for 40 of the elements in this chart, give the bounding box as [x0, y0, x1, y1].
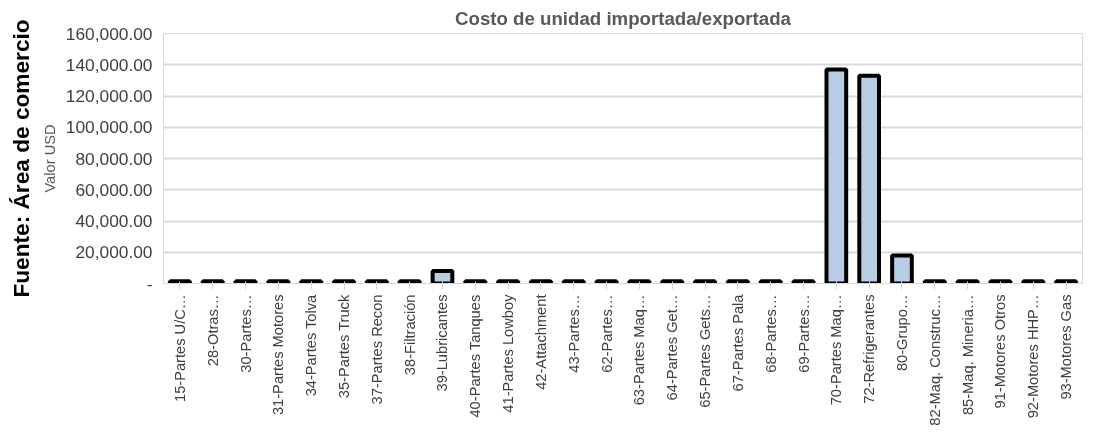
y-tick-label: -	[146, 273, 153, 294]
source-note: Fuente: Área de comercio	[7, 19, 34, 298]
x-tick-label: 28-Otras…	[204, 294, 221, 367]
x-tick-label: 40-Partes Tanques	[467, 294, 484, 418]
x-tick-label: 72-Refrigerantes	[861, 294, 878, 404]
x-tick-label: 67-Partes Pala	[729, 293, 746, 392]
y-tick-label: 80,000.00	[75, 148, 153, 169]
x-tick-label: 91-Motores Otros	[992, 294, 1009, 409]
x-tick-label: 34-Partes Tolva	[303, 293, 320, 397]
y-tick-label: 40,000.00	[75, 211, 153, 231]
x-tick-label: 15-Partes U/C…	[171, 294, 188, 403]
x-tick-label: 70-Partes Maq…	[828, 294, 845, 406]
x-tick-label: 82-Maq. Construc…	[926, 294, 943, 426]
x-tick-label: 92-Motores HHP…	[1025, 294, 1042, 419]
x-tick-label: 62-Partes…	[598, 294, 615, 373]
x-tick-label: 41-Partes Lowboy	[500, 293, 517, 413]
x-tick-label: 93-Motores Gas	[1058, 294, 1075, 400]
x-tick-label: 31-Partes Motores	[270, 294, 287, 416]
y-tick-label: 100,000.00	[65, 117, 153, 138]
x-tick-label: 85-Maq. Mineria…	[959, 294, 976, 416]
chart-title: Costo de unidad importada/exportada	[455, 7, 792, 29]
x-tick-label: 80-Grupo…	[893, 294, 910, 372]
x-tick-label: 68-Partes…	[762, 294, 779, 373]
x-tick-label: 35-Partes Truck	[336, 294, 353, 399]
y-tick-label: 120,000.00	[65, 86, 153, 106]
x-tick-label: 65-Partes Gets…	[697, 294, 714, 408]
y-axis-title: Valor USD	[41, 124, 58, 193]
y-tick-label: 20,000.00	[75, 242, 153, 263]
x-tick-label: 43-Partes…	[565, 294, 582, 373]
y-tick-label: 160,000.00	[65, 23, 153, 44]
y-tick-label: 60,000.00	[75, 179, 153, 200]
x-tick-label: 69-Partes…	[795, 294, 812, 373]
x-tick-label: 42-Attachment	[532, 294, 549, 390]
x-tick-label: 64-Partes Get…	[664, 294, 681, 401]
y-tick-label: 140,000.00	[65, 54, 153, 75]
x-tick-label: 63-Partes Maq…	[631, 294, 648, 406]
x-tick-label: 38-Filtración	[401, 294, 418, 376]
x-tick-label: 30-Partes…	[237, 294, 254, 373]
x-tick-label: 39-Lubricantes	[434, 294, 451, 392]
x-tick-label: 37-Partes Recon	[368, 294, 385, 405]
